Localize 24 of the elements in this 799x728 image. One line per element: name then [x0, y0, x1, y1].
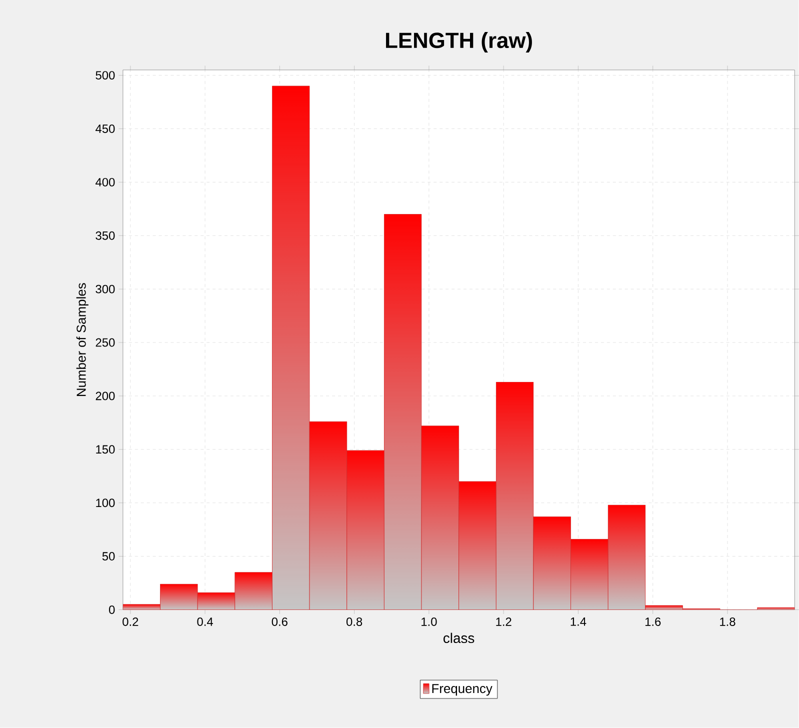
y-tick-label: 100	[96, 498, 115, 508]
y-tick-label: 150	[96, 445, 115, 454]
y-tick-label: 250	[96, 338, 115, 347]
y-tick-label: 350	[96, 232, 115, 240]
y-tick-label: 450	[96, 124, 115, 134]
legend-label: Frequency	[432, 684, 492, 696]
x-tick-label: 1.2	[496, 618, 512, 626]
x-tick-label: 1.4	[570, 618, 586, 626]
y-tick-label: 0	[109, 606, 115, 614]
y-tick-label: 500	[96, 71, 115, 80]
x-tick-label: 0.2	[122, 618, 138, 626]
x-tick-label: 1.6	[645, 618, 661, 626]
y-axis-title: Number of Samples	[76, 283, 88, 396]
x-tick-label: 0.8	[346, 618, 362, 626]
x-axis-title: class	[444, 632, 474, 644]
x-tick-label: 1.0	[422, 618, 437, 626]
x-tick-label: 0.4	[197, 618, 213, 626]
y-tick-label: 50	[102, 552, 115, 561]
y-tick-label: 300	[96, 285, 115, 294]
y-tick-label: 200	[96, 392, 115, 400]
x-tick-label: 1.8	[720, 618, 736, 626]
y-tick-label: 400	[96, 178, 115, 187]
x-tick-label: 0.6	[272, 618, 288, 626]
chart-title: LENGTH (raw)	[386, 32, 532, 53]
